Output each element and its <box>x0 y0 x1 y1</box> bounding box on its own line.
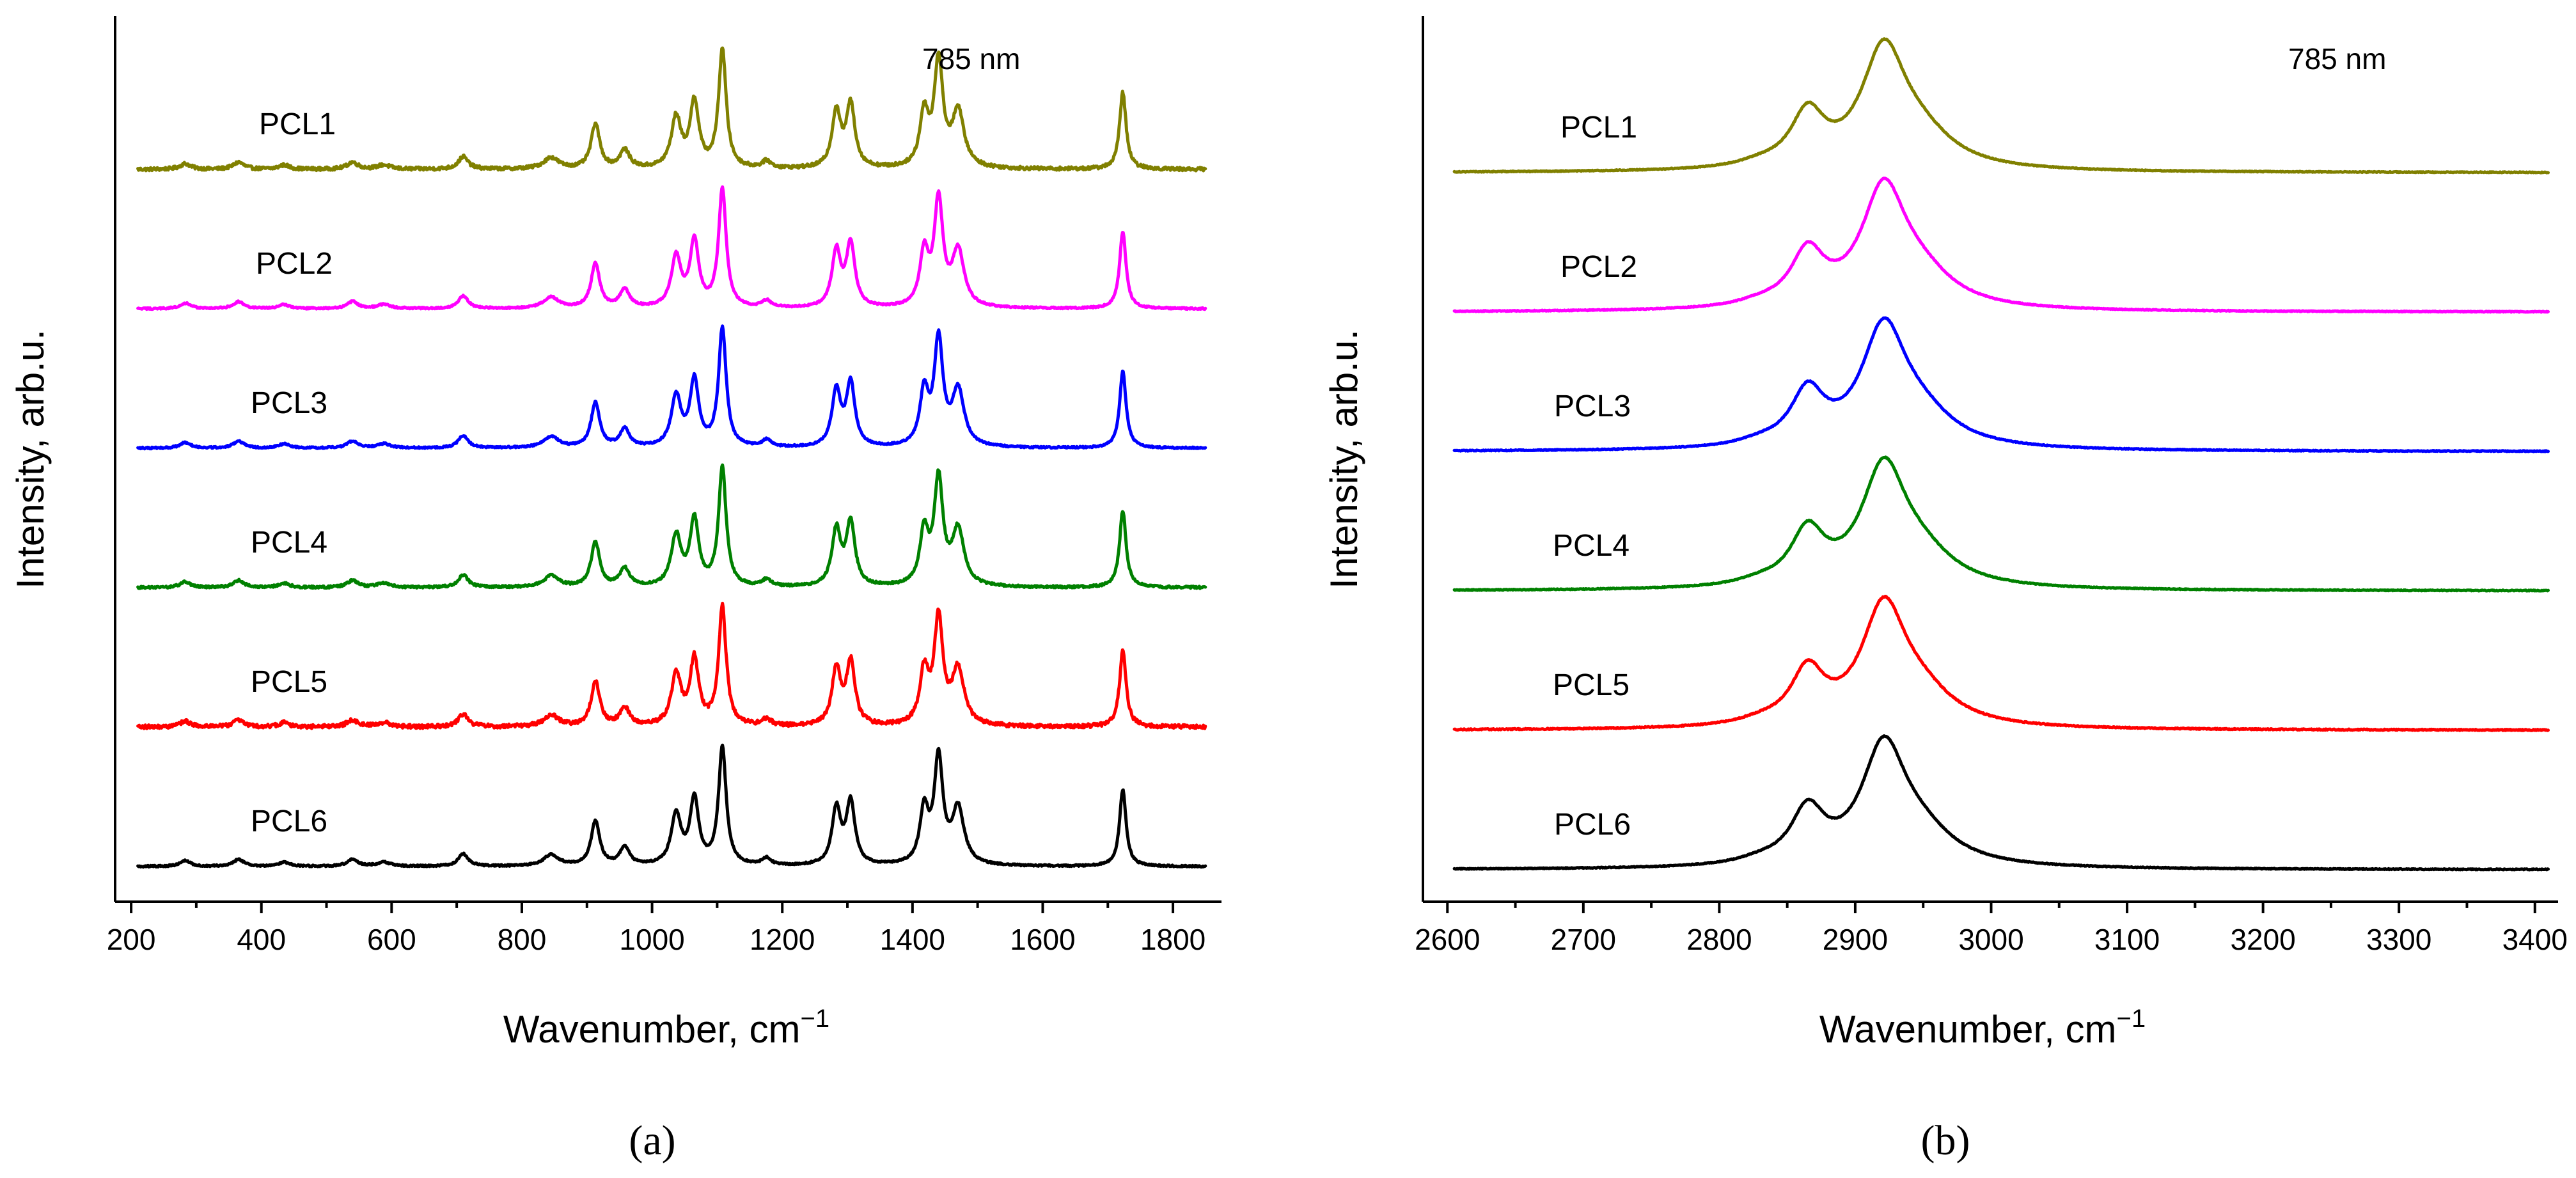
series-line-pcl6 <box>1452 734 2550 872</box>
x-tick-label: 1800 <box>1140 923 1206 956</box>
annotation-785nm-a: 785 nm <box>922 42 1020 75</box>
x-tick-label: 200 <box>107 923 156 956</box>
x-tick-label: 2700 <box>1551 923 1616 956</box>
panel-b: PCL1 PCL2 PCL3 PCL4 PCL5 PCL6 2600 2700 2800 290… <box>1323 16 2568 1164</box>
x-axis-label-text-b: Wavenumber, cm <box>1819 1008 2117 1051</box>
y-axis-label-a: Intensity, arb.u. <box>9 329 52 589</box>
series-line-pcl6 <box>136 743 1207 869</box>
series-line-pcl4 <box>1452 455 2550 593</box>
series-label-pcl6: PCL6 <box>251 805 327 838</box>
series-line-pcl5 <box>1452 595 2550 732</box>
x-axis-label-b: Wavenumber, cm−1 <box>1819 1005 2146 1051</box>
x-tick-label: 3400 <box>2502 923 2568 956</box>
series-label-pcl3: PCL3 <box>1554 389 1631 423</box>
series-label-pcl2: PCL2 <box>256 247 333 281</box>
x-tick-label: 2900 <box>1823 923 1888 956</box>
series-label-pcl3: PCL3 <box>251 386 327 420</box>
series-label-pcl4: PCL4 <box>1553 529 1630 563</box>
x-tick-label: 1600 <box>1010 923 1075 956</box>
series-line-pcl1 <box>136 46 1207 173</box>
x-tick-label: 3100 <box>2094 923 2160 956</box>
series-line-pcl3 <box>1452 316 2550 453</box>
x-tick-label: 600 <box>367 923 416 956</box>
x-tick-label: 1400 <box>880 923 945 956</box>
x-axis-label-sup-b: −1 <box>2116 1005 2146 1033</box>
x-ticks-b: 2600 2700 2800 2900 3000 3100 3200 3300 3400 <box>1415 902 2568 956</box>
series-line-pcl4 <box>136 463 1207 590</box>
panel-label-b: (b) <box>1921 1117 1970 1164</box>
series-line-pcl3 <box>136 324 1207 451</box>
series-line-pcl2 <box>1452 177 2550 314</box>
series-line-pcl5 <box>136 601 1207 730</box>
series-label-pcl4: PCL4 <box>251 526 327 560</box>
series-label-pcl1: PCL1 <box>1560 111 1637 145</box>
x-tick-label: 400 <box>237 923 286 956</box>
panel-label-a: (a) <box>629 1117 675 1164</box>
x-axis-label-a: Wavenumber, cm−1 <box>503 1005 829 1051</box>
x-tick-label: 1000 <box>619 923 684 956</box>
x-tick-label: 1200 <box>750 923 815 956</box>
y-axis-label-b: Intensity, arb.u. <box>1323 329 1365 589</box>
plot-area-a: PCL1 PCL2 PCL3 PCL4 PCL5 PCL6 <box>136 46 1207 869</box>
x-tick-label: 2600 <box>1415 923 1480 956</box>
x-axis-label-text-a: Wavenumber, cm <box>503 1008 801 1051</box>
series-line-pcl1 <box>1452 37 2550 175</box>
series-line-pcl2 <box>136 185 1207 311</box>
x-axis-label-sup-a: −1 <box>800 1005 829 1033</box>
x-tick-label: 3000 <box>1958 923 2023 956</box>
series-label-pcl6: PCL6 <box>1554 808 1631 842</box>
plot-area-b: PCL1 PCL2 PCL3 PCL4 PCL5 PCL6 <box>1452 37 2550 872</box>
series-label-pcl5: PCL5 <box>1553 668 1630 702</box>
x-tick-label: 3300 <box>2366 923 2431 956</box>
annotation-785nm-b: 785 nm <box>2288 42 2386 75</box>
series-label-pcl5: PCL5 <box>251 665 327 699</box>
series-label-pcl2: PCL2 <box>1560 250 1637 284</box>
x-tick-label: 3200 <box>2230 923 2295 956</box>
series-label-pcl1: PCL1 <box>259 107 336 141</box>
x-ticks-a: 200 400 600 800 1000 1200 1400 1600 1800 <box>107 902 1206 956</box>
x-tick-label: 800 <box>498 923 547 956</box>
panel-a: PCL1 PCL2 PCL3 PCL4 PCL5 PCL6 200 400 600 800 100… <box>9 16 1221 1164</box>
x-tick-label: 2800 <box>1686 923 1752 956</box>
